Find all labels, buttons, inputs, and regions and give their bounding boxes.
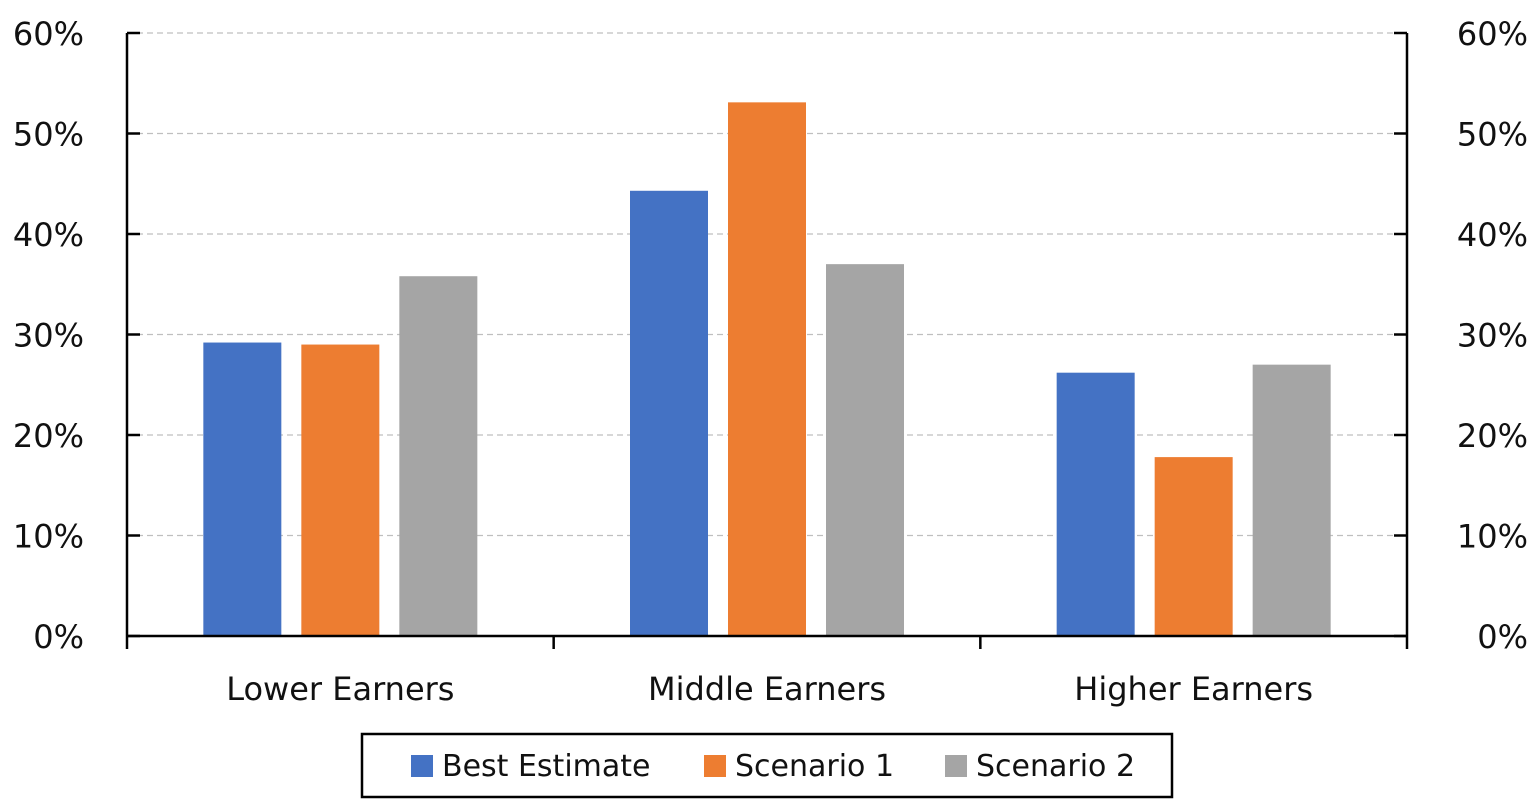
bar-1-1 xyxy=(203,342,282,636)
right-y-tick-label: 50% xyxy=(1457,116,1528,154)
bar-2-3 xyxy=(1154,457,1233,636)
left-y-axis-tick-labels: 0% 10% 20% 30% 40% 50% 60% xyxy=(13,15,84,656)
bars xyxy=(203,102,1331,637)
category-label: Higher Earners xyxy=(1074,670,1313,708)
bar-3-1 xyxy=(399,276,478,636)
legend: Best Estimate Scenario 1 Scenario 2 xyxy=(360,732,1174,799)
right-y-tick-label: 0% xyxy=(1477,618,1528,656)
bar-1-2 xyxy=(630,190,708,636)
legend-label: Best Estimate xyxy=(442,749,650,784)
category-label: Middle Earners xyxy=(648,670,886,708)
legend-label: Scenario 1 xyxy=(735,749,894,784)
left-y-tick-label: 50% xyxy=(13,116,84,154)
left-y-tick-label: 30% xyxy=(13,317,84,355)
category-label: Lower Earners xyxy=(226,670,454,708)
right-y-axis-tick-labels: 0% 10% 20% 30% 40% 50% 60% xyxy=(1457,15,1528,656)
right-y-tick-label: 20% xyxy=(1457,417,1528,455)
left-y-tick-label: 20% xyxy=(13,417,84,455)
left-y-tick-label: 0% xyxy=(33,618,84,656)
right-y-tick-label: 40% xyxy=(1457,216,1528,254)
bar-2-1 xyxy=(301,344,380,636)
x-axis-category-labels: Lower Earners Middle Earners Higher Earner… xyxy=(226,670,1313,708)
left-y-tick-label: 40% xyxy=(13,216,84,254)
legend-label: Scenario 2 xyxy=(976,749,1135,784)
left-y-tick-label: 60% xyxy=(13,15,84,53)
bar-3-3 xyxy=(1252,364,1331,636)
right-y-tick-label: 10% xyxy=(1457,518,1528,556)
bar-2-2 xyxy=(728,102,806,637)
right-y-tick-label: 60% xyxy=(1457,15,1528,53)
left-y-tick-label: 10% xyxy=(13,518,84,556)
axes xyxy=(125,31,1409,649)
legend-swatch xyxy=(411,755,433,777)
bar-3-2 xyxy=(826,264,904,636)
legend-swatch xyxy=(945,755,967,777)
right-y-tick-label: 30% xyxy=(1457,317,1528,355)
legend-box xyxy=(360,732,1174,799)
bar-1-3 xyxy=(1056,372,1135,636)
legend-swatch xyxy=(704,755,726,777)
